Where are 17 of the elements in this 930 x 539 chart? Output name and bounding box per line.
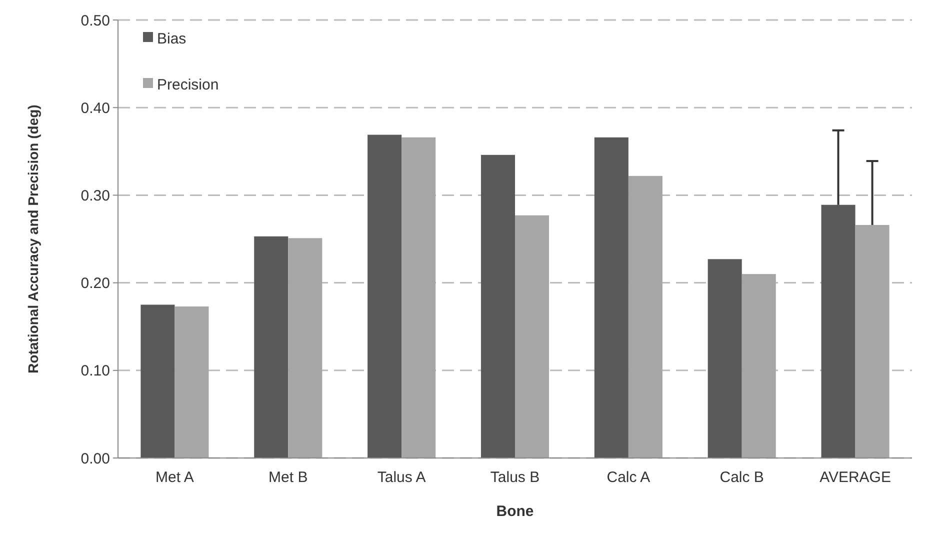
y-axis-title: Rotational Accuracy and Precision (deg)	[25, 104, 41, 374]
y-tick-label: 0.40	[80, 100, 110, 117]
y-tick-label: 0.30	[80, 187, 110, 204]
y-tick-label: 0.00	[80, 450, 110, 468]
x-tick-label: Calc B	[720, 469, 764, 486]
x-tick-label: Met A	[156, 469, 194, 486]
legend-label: Bias	[157, 30, 186, 48]
y-tick-label: 0.10	[80, 362, 110, 380]
x-tick-label: Talus B	[490, 469, 540, 486]
x-tick-label: Talus A	[377, 469, 426, 486]
x-axis-title: Bone	[496, 503, 534, 520]
x-tick-label: Calc A	[606, 469, 650, 486]
x-tick-label: AVERAGE	[820, 469, 891, 486]
y-tick-label: 0.50	[80, 12, 110, 30]
x-tick-label: Met B	[268, 469, 308, 486]
legend-label: Precision	[157, 76, 219, 94]
y-tick-label: 0.20	[80, 275, 110, 292]
